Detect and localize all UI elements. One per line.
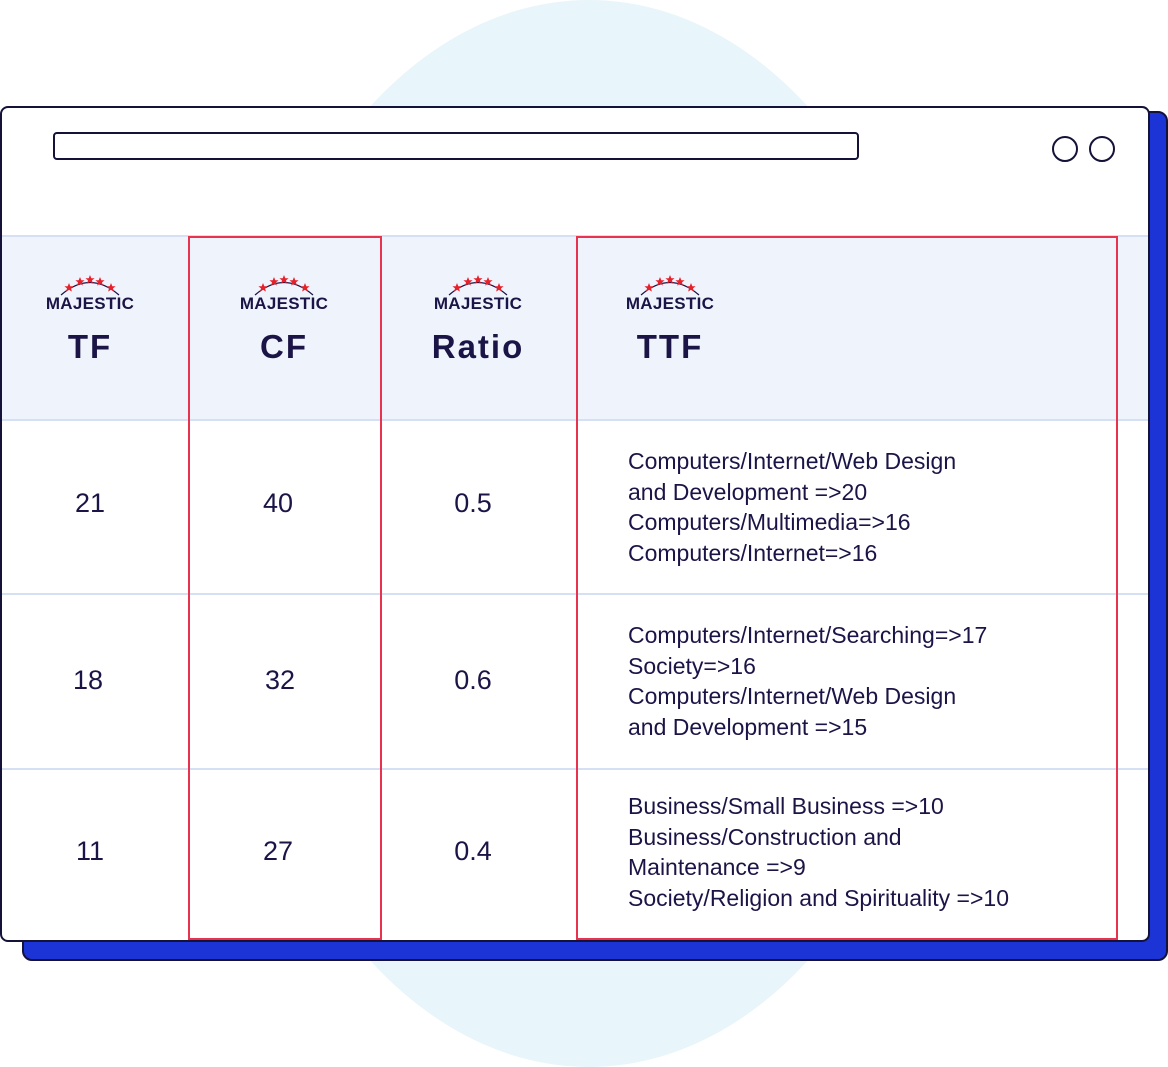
logo-stars-icon	[60, 274, 120, 296]
column-title: TTF	[636, 328, 704, 365]
row-divider	[2, 768, 1148, 770]
ttf-entry: Society=>16	[628, 652, 756, 679]
ttf-entry: Business/Construction and	[628, 823, 902, 850]
row-divider	[2, 235, 1148, 237]
table-header	[2, 236, 1148, 420]
row-divider	[2, 593, 1148, 595]
cell-tf: 18	[72, 665, 104, 695]
majestic-logo-icon: MAJESTIC	[240, 274, 328, 314]
ttf-column-highlight	[576, 236, 1118, 940]
cell-ttf: Computers/Internet/Searching=>17 Society…	[628, 620, 1098, 742]
cf-column-highlight	[188, 236, 382, 940]
cell-cf: 40	[262, 488, 294, 518]
cell-cf: 32	[264, 665, 296, 695]
ttf-entry: Computers/Internet=>16	[628, 539, 878, 566]
column-header-ratio: MAJESTIC Ratio	[416, 274, 540, 366]
column-header-cf: MAJESTIC CF	[234, 274, 334, 366]
column-header-ttf: MAJESTIC TTF	[620, 274, 720, 366]
column-title: TF	[67, 328, 113, 365]
column-title: Ratio	[431, 328, 525, 365]
cell-tf: 11	[75, 836, 105, 866]
cell-ttf: Computers/Internet/Web Design and Develo…	[628, 446, 1098, 568]
majestic-logo-icon: MAJESTIC	[46, 274, 134, 314]
ttf-entry: and Development =>20	[628, 478, 868, 505]
cell-ttf: Business/Small Business =>10 Business/Co…	[628, 791, 1098, 913]
address-bar[interactable]	[53, 132, 859, 160]
row-divider	[2, 419, 1148, 421]
column-header-tf: MAJESTIC TF	[40, 274, 140, 366]
window-control-button[interactable]	[1052, 136, 1078, 162]
cell-ratio: 0.4	[454, 836, 492, 866]
cell-tf: 21	[74, 488, 106, 518]
ttf-entry: Computers/Internet/Searching=>17	[628, 622, 988, 648]
cell-ratio: 0.6	[454, 665, 492, 695]
ttf-entry: Computers/Internet/Web Design	[628, 683, 957, 709]
ttf-entry: Computers/Multimedia=>16	[628, 509, 911, 535]
ttf-entry: Computers/Internet/Web Design	[628, 448, 957, 474]
logo-stars-icon	[448, 274, 508, 296]
ttf-entry: Society/Religion and Spirituality =>10	[628, 884, 1010, 911]
cell-ratio: 0.5	[454, 488, 492, 518]
cell-cf: 27	[262, 836, 294, 866]
ttf-entry: Maintenance =>9	[628, 854, 806, 880]
ttf-entry: and Development =>15	[628, 713, 868, 740]
majestic-logo-icon: MAJESTIC	[434, 274, 522, 314]
browser-window: MAJESTIC TF MAJESTIC CF MAJESTIC Ratio M…	[0, 106, 1150, 942]
ttf-entry: Business/Small Business =>10	[628, 793, 944, 819]
column-title: CF	[260, 328, 308, 365]
majestic-logo-icon: MAJESTIC	[626, 274, 714, 314]
window-control-button[interactable]	[1089, 136, 1115, 162]
